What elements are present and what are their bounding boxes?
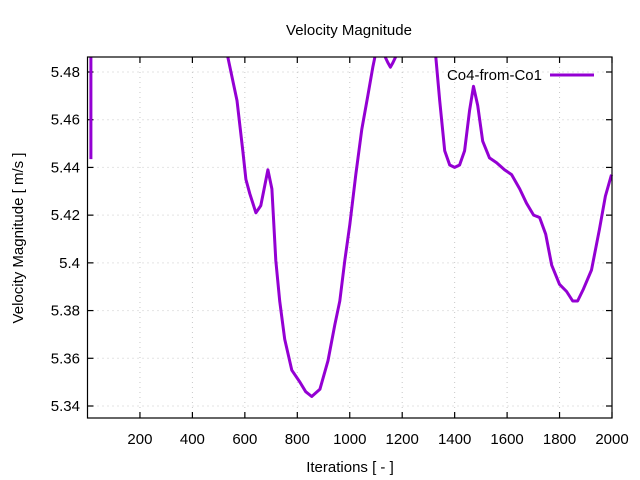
x-tick-label: 200	[127, 431, 152, 448]
x-tick-label: 1600	[490, 431, 523, 448]
x-tick-label: 1800	[543, 431, 576, 448]
legend-label: Co4-from-Co1	[447, 67, 542, 84]
series-line-co4-from-co1	[226, 56, 377, 398]
x-tick-label: 400	[180, 431, 205, 448]
legend: Co4-from-Co1	[447, 67, 594, 84]
y-axis-label: Velocity Magnitude [ m/s ]	[10, 153, 27, 324]
x-tick-label: 1400	[438, 431, 471, 448]
plot-frame	[86, 56, 613, 419]
y-tick-label: 5.44	[51, 159, 80, 176]
x-tick-label: 2000	[595, 431, 628, 448]
y-tick-label: 5.48	[51, 64, 80, 81]
x-tick-labels: 200 400 600 800 1000 1200 1400 1600 1800 2000	[127, 431, 628, 448]
y-tick-label: 5.38	[51, 303, 80, 320]
x-tick-label: 600	[232, 431, 257, 448]
x-tick-label: 1000	[333, 431, 366, 448]
series-line-co4-from-co1	[383, 56, 397, 69]
series-line-co4-from-co1	[434, 56, 613, 303]
x-axis-label: Iterations [ - ]	[306, 459, 394, 476]
chart-title: Velocity Magnitude	[286, 22, 412, 39]
y-tick-label: 5.4	[59, 255, 80, 272]
y-tick-label: 5.34	[51, 398, 80, 415]
series-layer	[89, 56, 613, 398]
y-tick-label: 5.46	[51, 112, 80, 129]
x-tick-label: 1200	[386, 431, 419, 448]
x-tick-label: 800	[285, 431, 310, 448]
y-tick-label: 5.42	[51, 207, 80, 224]
y-tick-labels: 5.34 5.36 5.38 5.4 5.42 5.44 5.46 5.48	[51, 64, 80, 415]
axis-ticks	[87, 57, 613, 418]
grid-lines	[87, 57, 612, 418]
y-tick-label: 5.36	[51, 350, 80, 367]
